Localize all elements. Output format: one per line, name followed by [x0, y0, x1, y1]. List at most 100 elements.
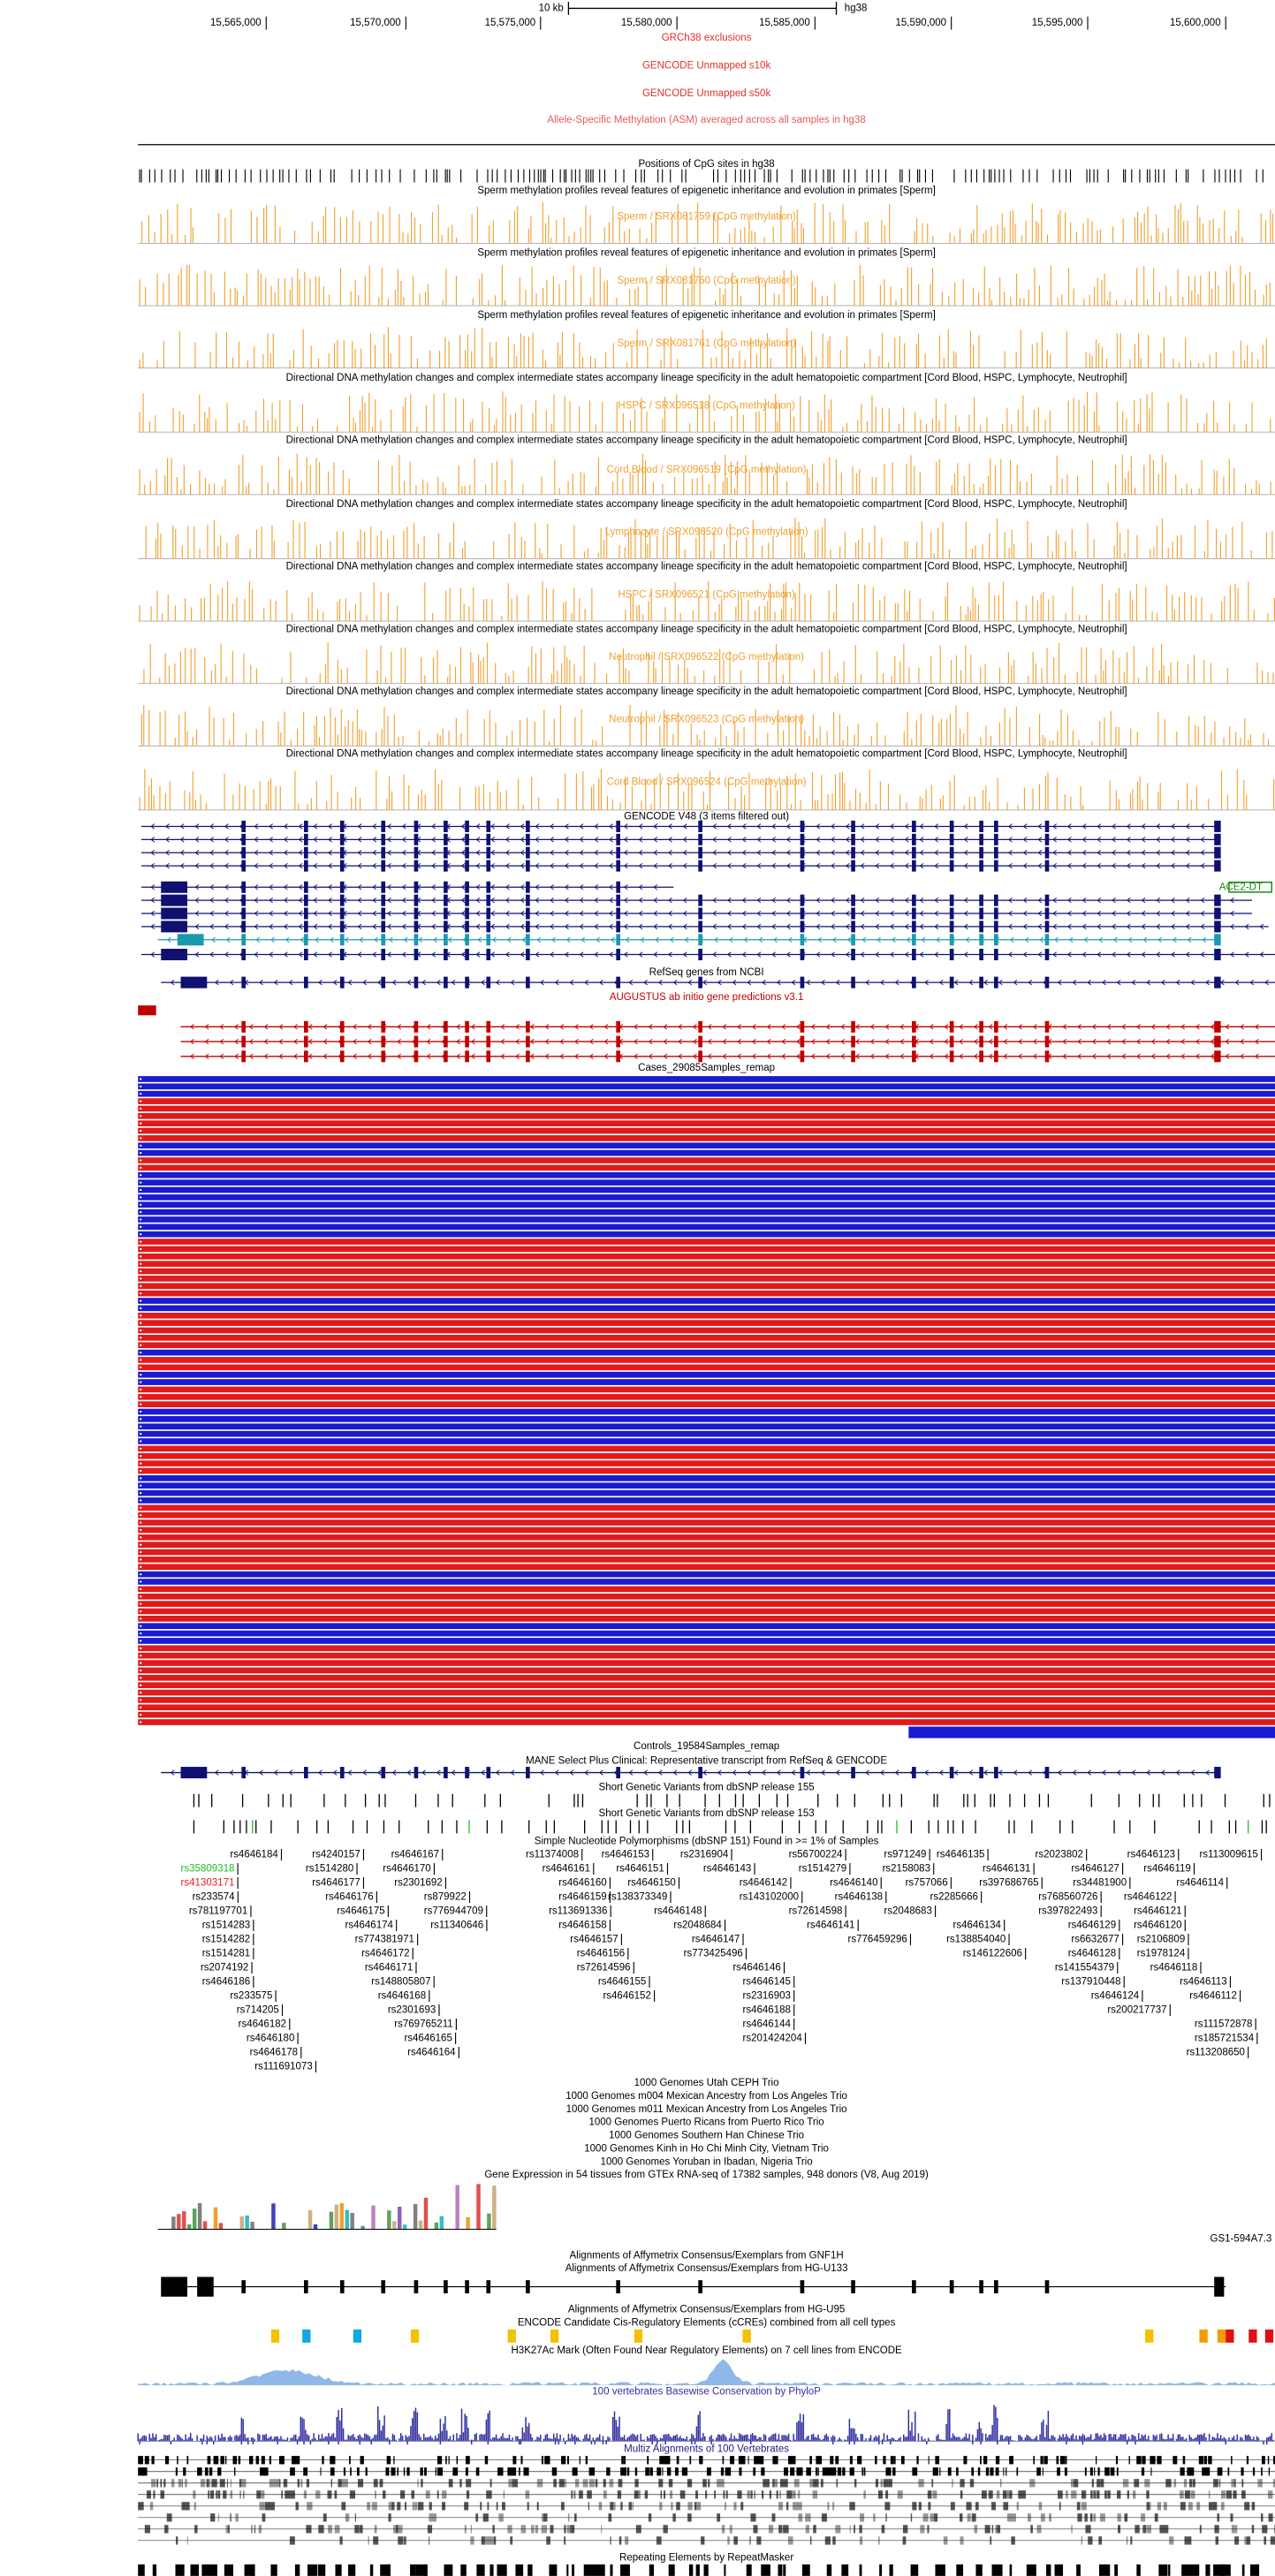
exon	[1044, 820, 1050, 832]
strand-arrow	[1112, 837, 1116, 843]
sample-marker	[140, 1218, 142, 1221]
strand-arrow	[278, 1038, 284, 1045]
exon	[912, 907, 916, 920]
sample-row	[138, 1401, 1275, 1408]
strand-arrow	[816, 951, 821, 958]
ccre	[410, 2329, 420, 2343]
exon	[800, 921, 805, 933]
strand-arrow	[298, 850, 303, 856]
strand-arrow	[581, 936, 586, 943]
strand-arrow	[1264, 979, 1269, 986]
strand-arrow	[401, 850, 406, 856]
strand-arrow	[963, 910, 968, 917]
exon	[304, 820, 308, 832]
snp-label: rs2316904	[680, 1850, 729, 1860]
strand-arrow	[344, 936, 349, 943]
exon	[241, 949, 247, 961]
exon	[616, 833, 620, 845]
strand-arrow	[433, 936, 437, 943]
sample-row	[138, 1519, 1275, 1526]
sample-marker	[140, 1122, 142, 1125]
exon	[1214, 846, 1221, 859]
strand-arrow	[520, 862, 525, 869]
sample-marker	[140, 1536, 142, 1539]
strand-arrow	[515, 1038, 520, 1045]
strand-arrow	[550, 951, 554, 958]
strand-arrow	[554, 1769, 559, 1776]
track-title: H3K27Ac Mark (Often Found Near Regulator…	[511, 2345, 902, 2356]
snp-label: rs776944709	[424, 1906, 483, 1917]
strand-arrow	[1156, 823, 1161, 830]
exon	[444, 860, 448, 872]
strand-arrow	[875, 951, 880, 958]
strand-arrow	[737, 1053, 741, 1059]
snp-label: rs4646144	[743, 2019, 792, 2029]
exon	[241, 934, 247, 946]
strand-arrow	[732, 1769, 737, 1776]
exon	[800, 1767, 805, 1779]
exon	[949, 1767, 954, 1779]
strand-arrow	[890, 862, 894, 869]
track-title: Sperm / SRX081759 (CpG methylation)	[617, 212, 795, 223]
strand-arrow	[269, 862, 273, 869]
strand-arrow	[653, 884, 658, 890]
strand-arrow	[934, 850, 939, 856]
snp-label: rs4646145	[743, 1977, 791, 1988]
exon	[465, 846, 469, 859]
sample-row	[138, 1615, 1275, 1622]
strand-arrow	[1126, 837, 1131, 843]
strand-arrow	[298, 923, 303, 930]
snp-label: rs4646161	[543, 1864, 590, 1875]
strand-arrow	[668, 837, 672, 843]
track-title: MANE Select Plus Clinical: Representativ…	[526, 1756, 887, 1767]
strand-arrow	[751, 1024, 756, 1030]
strand-arrow	[663, 1053, 668, 1059]
strand-arrow	[515, 1024, 520, 1030]
strand-arrow	[1112, 823, 1116, 830]
exon	[414, 1035, 419, 1048]
strand-arrow	[668, 823, 672, 830]
snp-label: rs4646186	[202, 1977, 250, 1988]
exon	[381, 1767, 386, 1779]
strand-arrow	[209, 823, 215, 830]
strand-arrow	[707, 1038, 712, 1045]
strand-arrow	[963, 823, 968, 830]
exon	[800, 1020, 805, 1033]
strand-arrow	[816, 897, 821, 904]
strand-arrow	[845, 923, 850, 930]
exon	[698, 907, 702, 920]
snp-label: rs4646167	[391, 1850, 439, 1860]
strand-arrow	[209, 910, 215, 917]
strand-arrow	[919, 923, 924, 930]
exon	[339, 976, 345, 989]
strand-arrow	[726, 897, 732, 904]
strand-arrow	[209, 884, 215, 890]
snp-label: rs233575	[230, 1991, 272, 2002]
strand-arrow	[1081, 951, 1087, 958]
exon	[616, 976, 620, 989]
strand-arrow	[520, 910, 525, 917]
strand-arrow	[1156, 850, 1161, 856]
strand-arrow	[1259, 923, 1264, 930]
strand-arrow	[904, 923, 909, 930]
strand-arrow	[229, 979, 234, 986]
strand-arrow	[648, 1038, 653, 1045]
strand-arrow	[431, 923, 436, 930]
strand-arrow	[756, 837, 762, 843]
strand-arrow	[934, 837, 939, 843]
ccre	[270, 2329, 280, 2343]
exon	[381, 976, 386, 989]
strand-arrow	[1052, 910, 1057, 917]
sample-marker	[140, 1455, 142, 1458]
sample-row	[138, 1474, 1275, 1481]
alignment-block	[414, 2280, 419, 2294]
strand-arrow	[657, 979, 663, 986]
ccre	[302, 2329, 311, 2343]
sample-row	[138, 1076, 1275, 1082]
strand-arrow	[490, 823, 495, 830]
ccre	[1226, 2329, 1234, 2343]
strand-arrow	[1081, 823, 1087, 830]
exon	[486, 1035, 491, 1048]
exon	[486, 881, 491, 893]
strand-arrow	[317, 1769, 323, 1776]
